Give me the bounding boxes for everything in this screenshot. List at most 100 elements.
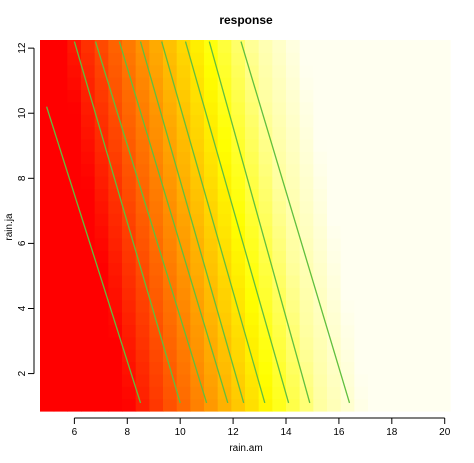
heatmap-cell <box>313 163 328 177</box>
heatmap-cell <box>176 77 191 91</box>
heatmap-cell <box>313 89 328 103</box>
heatmap-cell <box>258 114 273 128</box>
heatmap-cell <box>176 64 191 78</box>
heatmap-cell <box>94 336 109 350</box>
heatmap-cell <box>381 101 396 115</box>
heatmap-cell <box>272 312 287 326</box>
heatmap-cell <box>272 299 287 313</box>
heatmap-cell <box>327 299 342 313</box>
heatmap-cell <box>436 213 451 227</box>
heatmap-cell <box>245 64 260 78</box>
heatmap-cell <box>217 361 232 375</box>
heatmap-cell <box>217 262 232 276</box>
heatmap-cell <box>422 64 437 78</box>
heatmap-cell <box>409 274 424 288</box>
heatmap-cell <box>149 64 164 78</box>
heatmap-cell <box>163 200 178 214</box>
heatmap-cell <box>245 349 260 363</box>
heatmap-cell <box>395 361 410 375</box>
heatmap-cell <box>231 200 246 214</box>
heatmap-cell <box>272 188 287 202</box>
heatmap-cell <box>40 213 55 227</box>
heatmap-cell <box>327 89 342 103</box>
heatmap-cell <box>108 151 123 165</box>
heatmap-cell <box>436 188 451 202</box>
heatmap-cell <box>231 176 246 189</box>
heatmap-cell <box>204 52 219 66</box>
heatmap-cell <box>327 312 342 326</box>
heatmap-cell <box>94 361 109 375</box>
heatmap-cell <box>422 361 437 375</box>
heatmap-cell <box>422 213 437 227</box>
heatmap-cell <box>217 52 232 66</box>
heatmap-cell <box>94 200 109 214</box>
heatmap-cell <box>299 163 314 177</box>
heatmap-cell <box>231 77 246 91</box>
heatmap-cell <box>368 373 383 387</box>
heatmap-cell <box>204 361 219 375</box>
heatmap-cell <box>409 225 424 239</box>
heatmap-cell <box>163 312 178 326</box>
heatmap-cell <box>204 312 219 326</box>
heatmap-cell <box>340 151 355 165</box>
heatmap-cell <box>258 274 273 288</box>
heatmap-cell <box>94 77 109 91</box>
contour-line <box>208 41 311 404</box>
heatmap-cell <box>286 398 301 412</box>
heatmap-cell <box>122 138 137 152</box>
heatmap-cell <box>40 77 55 91</box>
heatmap-cell <box>299 77 314 91</box>
heatmap-cell <box>163 163 178 177</box>
heatmap-cell <box>231 126 246 140</box>
heatmap-cell <box>135 373 150 387</box>
heatmap-cell <box>190 398 205 412</box>
heatmap-cell <box>313 312 328 326</box>
heatmap-cell <box>149 200 164 214</box>
heatmap-cell <box>258 200 273 214</box>
heatmap-cell <box>67 101 82 115</box>
heatmap-cell <box>368 77 383 91</box>
heatmap-cell <box>163 89 178 103</box>
heatmap-cell <box>327 398 342 412</box>
y-tick-label: 4 <box>17 305 28 311</box>
heatmap-cell <box>286 200 301 214</box>
heatmap-cell <box>108 237 123 251</box>
heatmap-cell <box>286 349 301 363</box>
heatmap-cell <box>135 40 150 53</box>
heatmap-cell <box>108 349 123 363</box>
heatmap-cell <box>67 361 82 375</box>
heatmap-cell <box>422 163 437 177</box>
heatmap-cell <box>81 101 96 115</box>
heatmap-cell <box>40 200 55 214</box>
heatmap-cell <box>422 237 437 251</box>
heatmap-cell <box>135 89 150 103</box>
heatmap-cell <box>368 250 383 264</box>
heatmap-cell <box>354 237 369 251</box>
heatmap-cell <box>395 312 410 326</box>
heatmap-cell <box>190 126 205 140</box>
heatmap-cell <box>340 349 355 363</box>
y-tick-label: 8 <box>17 175 28 181</box>
heatmap-cell <box>135 250 150 264</box>
heatmap-cell <box>258 225 273 239</box>
heatmap-cell <box>135 361 150 375</box>
heatmap-cell <box>245 398 260 412</box>
heatmap-cell <box>381 163 396 177</box>
contour-line <box>184 41 290 404</box>
heatmap-cell <box>40 138 55 152</box>
chart-title: response <box>219 13 273 27</box>
heatmap-cell <box>272 324 287 338</box>
heatmap-cell <box>245 52 260 66</box>
heatmap-cell <box>313 336 328 350</box>
contour-line <box>161 41 266 404</box>
heatmap-cell <box>122 77 137 91</box>
heatmap-cell <box>313 262 328 276</box>
heatmap-cell <box>81 299 96 313</box>
heatmap-cell <box>190 101 205 115</box>
heatmap-cell <box>368 176 383 189</box>
heatmap-cell <box>381 126 396 140</box>
heatmap-cell <box>354 299 369 313</box>
heatmap-cell <box>53 262 68 276</box>
heatmap-cell <box>81 225 96 239</box>
heatmap-cell <box>190 151 205 165</box>
